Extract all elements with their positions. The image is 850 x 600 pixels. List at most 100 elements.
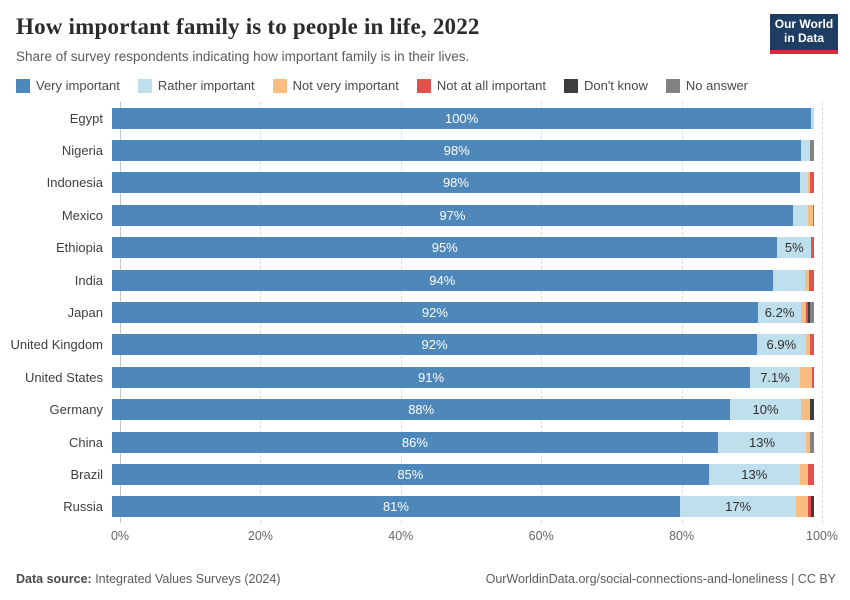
bar-segment-no-answer[interactable] bbox=[810, 302, 814, 324]
country-label[interactable]: Mexico bbox=[61, 207, 103, 223]
bar-segment-not-very[interactable] bbox=[796, 496, 808, 518]
bar-segment-not-very[interactable] bbox=[805, 334, 811, 356]
bar-segment-very[interactable]: 97% bbox=[112, 204, 793, 226]
data-source-note: Data source: Integrated Values Surveys (… bbox=[16, 572, 281, 586]
bar-segment-not-at-all[interactable] bbox=[811, 237, 814, 259]
stacked-bar[interactable]: 86% 13% bbox=[112, 431, 814, 453]
data-source-text: Integrated Values Surveys (2024) bbox=[91, 572, 281, 586]
bar-segment-not-at-all[interactable] bbox=[811, 366, 814, 388]
owid-logo-line1: Our World bbox=[774, 17, 834, 32]
country-label[interactable]: Germany bbox=[49, 402, 103, 418]
country-label[interactable]: Ethiopia bbox=[56, 240, 103, 256]
bar-segment-very[interactable]: 88% bbox=[112, 399, 731, 421]
bar-segment-rather[interactable] bbox=[799, 172, 809, 194]
bar-segment-rather[interactable]: 5% bbox=[777, 237, 812, 259]
stacked-bar[interactable]: 92% 6.9% bbox=[112, 334, 814, 356]
legend-label: Not very important bbox=[292, 78, 399, 93]
legend-item-very-important[interactable]: Very important bbox=[16, 78, 120, 93]
bar-segment-very[interactable]: 91% bbox=[112, 366, 751, 388]
country-label[interactable]: Nigeria bbox=[61, 143, 103, 159]
country-label[interactable]: Russia bbox=[63, 499, 103, 515]
bar-segment-not-very[interactable] bbox=[806, 431, 811, 453]
stacked-bar[interactable]: 100% bbox=[112, 107, 814, 129]
stacked-bar[interactable]: 97% bbox=[112, 204, 814, 226]
bar-value-label: 88% bbox=[408, 402, 435, 418]
country-label[interactable]: United States bbox=[24, 369, 103, 385]
bar-segment-dont-know[interactable] bbox=[811, 496, 814, 518]
bar-segment-very[interactable]: 100% bbox=[112, 107, 812, 129]
bar-segment-very[interactable]: 95% bbox=[112, 237, 778, 259]
bar-segment-no-answer[interactable] bbox=[810, 431, 814, 453]
country-label[interactable]: United Kingdom bbox=[10, 337, 104, 353]
bar-segment-rather[interactable]: 6.2% bbox=[757, 302, 802, 324]
legend-item-no-answer[interactable]: No answer bbox=[665, 78, 749, 93]
bar-segment-very[interactable]: 92% bbox=[112, 334, 758, 356]
country-label[interactable]: Japan bbox=[67, 305, 103, 321]
stacked-bar[interactable]: 92% 6.2% bbox=[112, 302, 814, 324]
stacked-bar[interactable]: 95% 5% bbox=[112, 237, 814, 259]
legend-label: Don't know bbox=[583, 78, 648, 93]
bar-segment-not-very[interactable] bbox=[801, 302, 807, 324]
page-title: How important family is to people in lif… bbox=[16, 14, 480, 39]
bar-segment-very[interactable]: 85% bbox=[112, 463, 709, 485]
bar-segment-very[interactable]: 94% bbox=[112, 269, 773, 291]
bar-segment-not-very[interactable] bbox=[808, 172, 811, 194]
bar-segment-rather[interactable]: 17% bbox=[679, 496, 797, 518]
country-label[interactable]: Brazil bbox=[70, 466, 103, 482]
stacked-bar[interactable]: 88% 10% bbox=[112, 399, 814, 421]
legend-item-don-t-know[interactable]: Don't know bbox=[563, 78, 648, 93]
bar-segment-not-at-all[interactable] bbox=[809, 269, 814, 291]
bar-segment-very[interactable]: 98% bbox=[112, 140, 802, 162]
bar-segment-not-at-all[interactable] bbox=[810, 172, 814, 194]
stacked-bar[interactable]: 98% bbox=[112, 172, 814, 194]
x-axis-tick: 80% bbox=[669, 529, 695, 544]
bar-segment-not-very[interactable] bbox=[800, 399, 810, 421]
bar-segment-not-very[interactable] bbox=[804, 269, 810, 291]
legend-item-not-at-all-important[interactable]: Not at all important bbox=[416, 78, 546, 93]
bar-segment-rather[interactable]: 10% bbox=[730, 399, 801, 421]
bar-segment-not-at-all[interactable] bbox=[807, 496, 812, 518]
bar-segment-not-at-all[interactable] bbox=[812, 204, 814, 226]
footer: Data source: Integrated Values Surveys (… bbox=[16, 572, 836, 586]
stacked-bar[interactable]: 85% 13% bbox=[112, 463, 814, 485]
bar-segment-not-at-all[interactable] bbox=[808, 463, 814, 485]
stacked-bar[interactable]: 91% 7.1% bbox=[112, 366, 814, 388]
bar-segment-not-at-all[interactable] bbox=[810, 334, 814, 356]
bar-segment-very[interactable]: 86% bbox=[112, 431, 718, 453]
bar-segment-rather[interactable] bbox=[811, 107, 814, 129]
bar-segment-very[interactable]: 81% bbox=[112, 496, 680, 518]
bar-segment-very[interactable]: 98% bbox=[112, 172, 800, 194]
legend-label: Very important bbox=[36, 78, 120, 93]
stacked-bar[interactable]: 98% bbox=[112, 140, 814, 162]
bar-segment-dont-know[interactable] bbox=[809, 399, 814, 421]
legend-label: No answer bbox=[685, 78, 749, 93]
table-row-nigeria: Nigeria 98% bbox=[0, 134, 850, 166]
bar-segment-not-at-all[interactable] bbox=[806, 302, 808, 324]
bar-segment-rather[interactable]: 13% bbox=[708, 463, 800, 485]
bar-segment-very[interactable]: 92% bbox=[112, 302, 758, 324]
bar-segment-not-very[interactable] bbox=[799, 463, 809, 485]
country-label[interactable]: Egypt bbox=[69, 110, 103, 126]
bar-segment-dont-know[interactable] bbox=[807, 302, 811, 324]
legend-item-not-very-important[interactable]: Not very important bbox=[272, 78, 399, 93]
bar-value-label: 92% bbox=[421, 305, 448, 321]
bar-segment-no-answer[interactable] bbox=[810, 140, 814, 162]
bar-segment-rather[interactable]: 7.1% bbox=[750, 366, 800, 388]
table-row-mexico: Mexico 97% bbox=[0, 199, 850, 231]
bar-segment-rather[interactable]: 6.9% bbox=[757, 334, 806, 356]
bar-segment-rather[interactable] bbox=[772, 269, 805, 291]
legend-item-rather-important[interactable]: Rather important bbox=[137, 78, 255, 93]
bar-segment-rather[interactable] bbox=[801, 140, 811, 162]
x-axis-tick: 60% bbox=[528, 529, 554, 544]
bar-segment-not-very[interactable] bbox=[799, 366, 812, 388]
bar-segment-rather[interactable]: 13% bbox=[717, 431, 807, 453]
bar-segment-not-very[interactable] bbox=[808, 204, 813, 226]
stacked-bar[interactable]: 94% bbox=[112, 269, 814, 291]
table-row-egypt: Egypt 100% bbox=[0, 102, 850, 134]
bar-segment-rather[interactable] bbox=[792, 204, 809, 226]
bar-value-label: 81% bbox=[382, 499, 409, 515]
country-label[interactable]: Indonesia bbox=[46, 175, 103, 191]
stacked-bar[interactable]: 81% 17% bbox=[112, 496, 814, 518]
country-label[interactable]: India bbox=[74, 272, 103, 288]
country-label[interactable]: China bbox=[69, 434, 103, 450]
